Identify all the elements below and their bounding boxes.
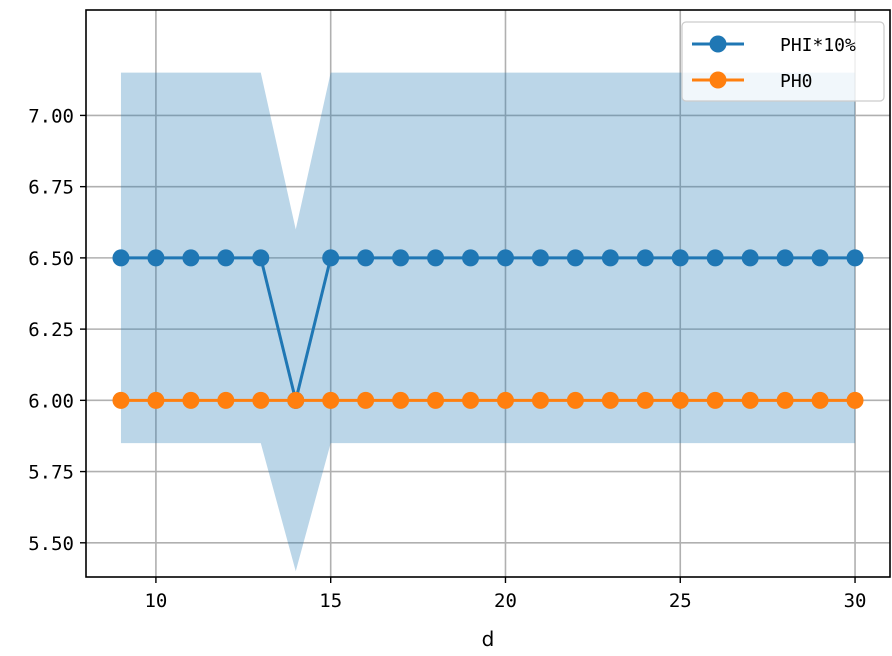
- data-point: [601, 249, 619, 267]
- legend-label: PHI*10%: [780, 35, 856, 56]
- data-point: [357, 391, 375, 409]
- data-point: [531, 249, 549, 267]
- data-point: [462, 391, 480, 409]
- data-point: [741, 391, 759, 409]
- series: [112, 249, 864, 409]
- data-point: [182, 249, 200, 267]
- legend-marker: [709, 71, 727, 89]
- data-point: [392, 249, 410, 267]
- data-point: [496, 391, 514, 409]
- data-point: [811, 249, 829, 267]
- data-point: [811, 391, 829, 409]
- x-tick-label: 15: [319, 590, 342, 612]
- data-point: [636, 249, 654, 267]
- x-tick-label: 25: [669, 590, 692, 612]
- data-point: [671, 249, 689, 267]
- data-point: [462, 249, 480, 267]
- data-point: [846, 249, 864, 267]
- x-tick-label: 10: [144, 590, 167, 612]
- data-point: [671, 391, 689, 409]
- data-point: [776, 391, 794, 409]
- y-tick-label: 7.00: [28, 105, 74, 127]
- series-line: [120, 256, 856, 401]
- data-point: [706, 249, 724, 267]
- data-point: [182, 391, 200, 409]
- data-point: [217, 249, 235, 267]
- data-point: [636, 391, 654, 409]
- data-point: [322, 249, 340, 267]
- confidence-band: [120, 72, 856, 572]
- data-point: [112, 391, 130, 409]
- legend-label: PH0: [780, 71, 813, 92]
- data-point: [147, 249, 165, 267]
- x-axis-label: d: [482, 627, 495, 651]
- y-tick-label: 6.75: [28, 177, 74, 199]
- data-point: [427, 249, 445, 267]
- data-point: [392, 391, 410, 409]
- data-point: [322, 391, 340, 409]
- legend-marker: [709, 35, 727, 53]
- data-point: [427, 391, 445, 409]
- x-tick-label: 30: [844, 590, 867, 612]
- y-tick-label: 6.25: [28, 319, 74, 341]
- data-point: [566, 249, 584, 267]
- data-point: [566, 391, 584, 409]
- y-tick-label: 5.50: [28, 533, 74, 555]
- y-tick-label: 5.75: [28, 462, 74, 484]
- data-point: [287, 391, 305, 409]
- series-2: [112, 391, 864, 409]
- data-point: [741, 249, 759, 267]
- y-tick-label: 6.00: [28, 390, 74, 412]
- legend: PHI*10% PH0: [681, 21, 885, 102]
- x-tick-label: 20: [494, 590, 517, 612]
- data-point: [112, 249, 130, 267]
- plot-frame: [85, 9, 891, 578]
- data-point: [252, 249, 270, 267]
- y-tick-label: 6.50: [28, 248, 74, 270]
- axes: [85, 9, 891, 578]
- data-point: [531, 391, 549, 409]
- data-point: [846, 391, 864, 409]
- data-point: [357, 249, 375, 267]
- data-point: [252, 391, 270, 409]
- tick-labels: 10 15 20 25 30 5.50 5.75 6.00 6.25 6.50 6.75 7.00: [28, 105, 866, 612]
- data-point: [217, 391, 235, 409]
- data-point: [147, 391, 165, 409]
- data-point: [496, 249, 514, 267]
- data-point: [776, 249, 794, 267]
- data-point: [706, 391, 724, 409]
- data-point: [601, 391, 619, 409]
- band-area: [120, 72, 856, 572]
